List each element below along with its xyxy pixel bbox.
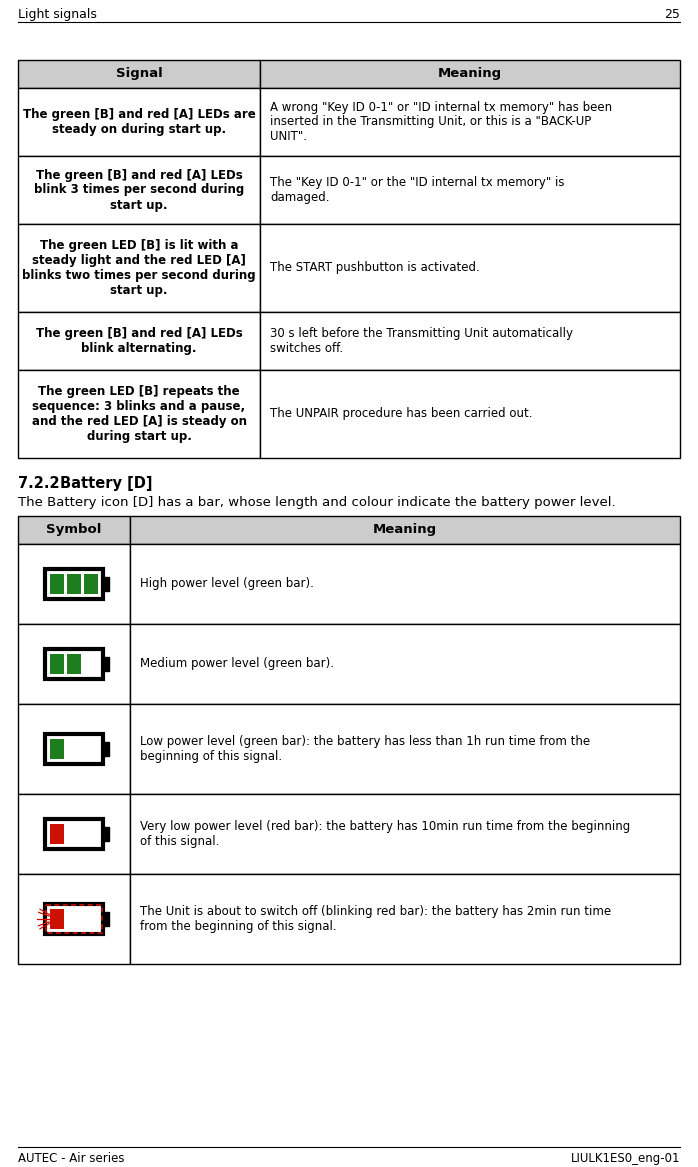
Text: The green LED [B] repeats the
sequence: 3 blinks and a pause,
and the red LED [A: The green LED [B] repeats the sequence: … — [31, 385, 246, 443]
Bar — [103, 827, 109, 841]
Bar — [260, 224, 680, 312]
Bar — [18, 624, 130, 704]
Bar — [18, 156, 260, 224]
Bar — [260, 156, 680, 224]
Text: A wrong "Key ID 0-1" or "ID internal tx memory" has been
inserted in the Transmi: A wrong "Key ID 0-1" or "ID internal tx … — [270, 100, 612, 144]
Bar — [260, 370, 680, 457]
Text: The green [B] and red [A] LEDs
blink 3 times per second during
start up.: The green [B] and red [A] LEDs blink 3 t… — [34, 168, 244, 211]
Bar — [260, 60, 680, 88]
Text: Very low power level (red bar): the battery has 10min run time from the beginnin: Very low power level (red bar): the batt… — [140, 820, 630, 848]
Text: Meaning: Meaning — [438, 68, 502, 81]
Bar — [130, 544, 680, 624]
Text: The Unit is about to switch off (blinking red bar): the battery has 2min run tim: The Unit is about to switch off (blinkin… — [140, 904, 611, 932]
Bar — [18, 312, 260, 370]
Bar — [103, 911, 109, 925]
Text: The UNPAIR procedure has been carried out.: The UNPAIR procedure has been carried ou… — [270, 407, 533, 420]
Bar — [130, 516, 680, 544]
Bar — [260, 88, 680, 156]
Text: The green [B] and red [A] LEDs are
steady on during start up.: The green [B] and red [A] LEDs are stead… — [22, 109, 255, 137]
Text: 7.2.2: 7.2.2 — [18, 476, 59, 491]
Text: Battery [D]: Battery [D] — [60, 476, 152, 491]
Bar — [84, 574, 98, 594]
Bar — [18, 88, 260, 156]
Bar — [18, 874, 130, 964]
Text: 30 s left before the Transmitting Unit automatically
switches off.: 30 s left before the Transmitting Unit a… — [270, 327, 573, 355]
Text: The green LED [B] is lit with a
steady light and the red LED [A]
blinks two time: The green LED [B] is lit with a steady l… — [22, 239, 255, 296]
Text: Meaning: Meaning — [373, 524, 437, 537]
Bar — [130, 794, 680, 874]
Bar — [18, 370, 260, 457]
Text: AUTEC - Air series: AUTEC - Air series — [18, 1152, 124, 1165]
Text: 25: 25 — [664, 8, 680, 21]
Text: Symbol: Symbol — [46, 524, 102, 537]
Text: LIULK1ES0_eng-01: LIULK1ES0_eng-01 — [570, 1152, 680, 1165]
Bar — [18, 704, 130, 794]
Bar — [45, 649, 103, 679]
Bar — [46, 904, 102, 932]
Bar — [67, 654, 81, 675]
Bar — [45, 569, 103, 599]
Bar — [103, 576, 109, 591]
Bar — [18, 224, 260, 312]
Bar — [18, 544, 130, 624]
Bar — [18, 516, 130, 544]
Bar — [103, 742, 109, 756]
Bar — [50, 574, 64, 594]
Bar — [50, 909, 64, 929]
Bar — [45, 819, 103, 850]
Bar — [18, 60, 260, 88]
Bar — [50, 654, 64, 675]
Text: Signal: Signal — [116, 68, 163, 81]
Text: The green [B] and red [A] LEDs
blink alternating.: The green [B] and red [A] LEDs blink alt… — [36, 327, 242, 355]
Text: High power level (green bar).: High power level (green bar). — [140, 578, 314, 591]
Bar — [260, 312, 680, 370]
Bar — [130, 704, 680, 794]
Bar — [50, 824, 64, 844]
Bar — [67, 574, 81, 594]
Bar — [50, 739, 64, 759]
Bar — [130, 624, 680, 704]
Text: The START pushbutton is activated.: The START pushbutton is activated. — [270, 261, 480, 274]
Text: The "Key ID 0-1" or the "ID internal tx memory" is
damaged.: The "Key ID 0-1" or the "ID internal tx … — [270, 176, 565, 204]
Bar — [18, 794, 130, 874]
Bar — [45, 734, 103, 764]
Text: Low power level (green bar): the battery has less than 1h run time from the
begi: Low power level (green bar): the battery… — [140, 735, 590, 763]
Bar — [45, 904, 103, 934]
Bar — [130, 874, 680, 964]
Text: The Battery icon [D] has a bar, whose length and colour indicate the battery pow: The Battery icon [D] has a bar, whose le… — [18, 496, 616, 509]
Text: Medium power level (green bar).: Medium power level (green bar). — [140, 657, 334, 671]
Bar — [103, 657, 109, 671]
Text: Light signals: Light signals — [18, 8, 97, 21]
